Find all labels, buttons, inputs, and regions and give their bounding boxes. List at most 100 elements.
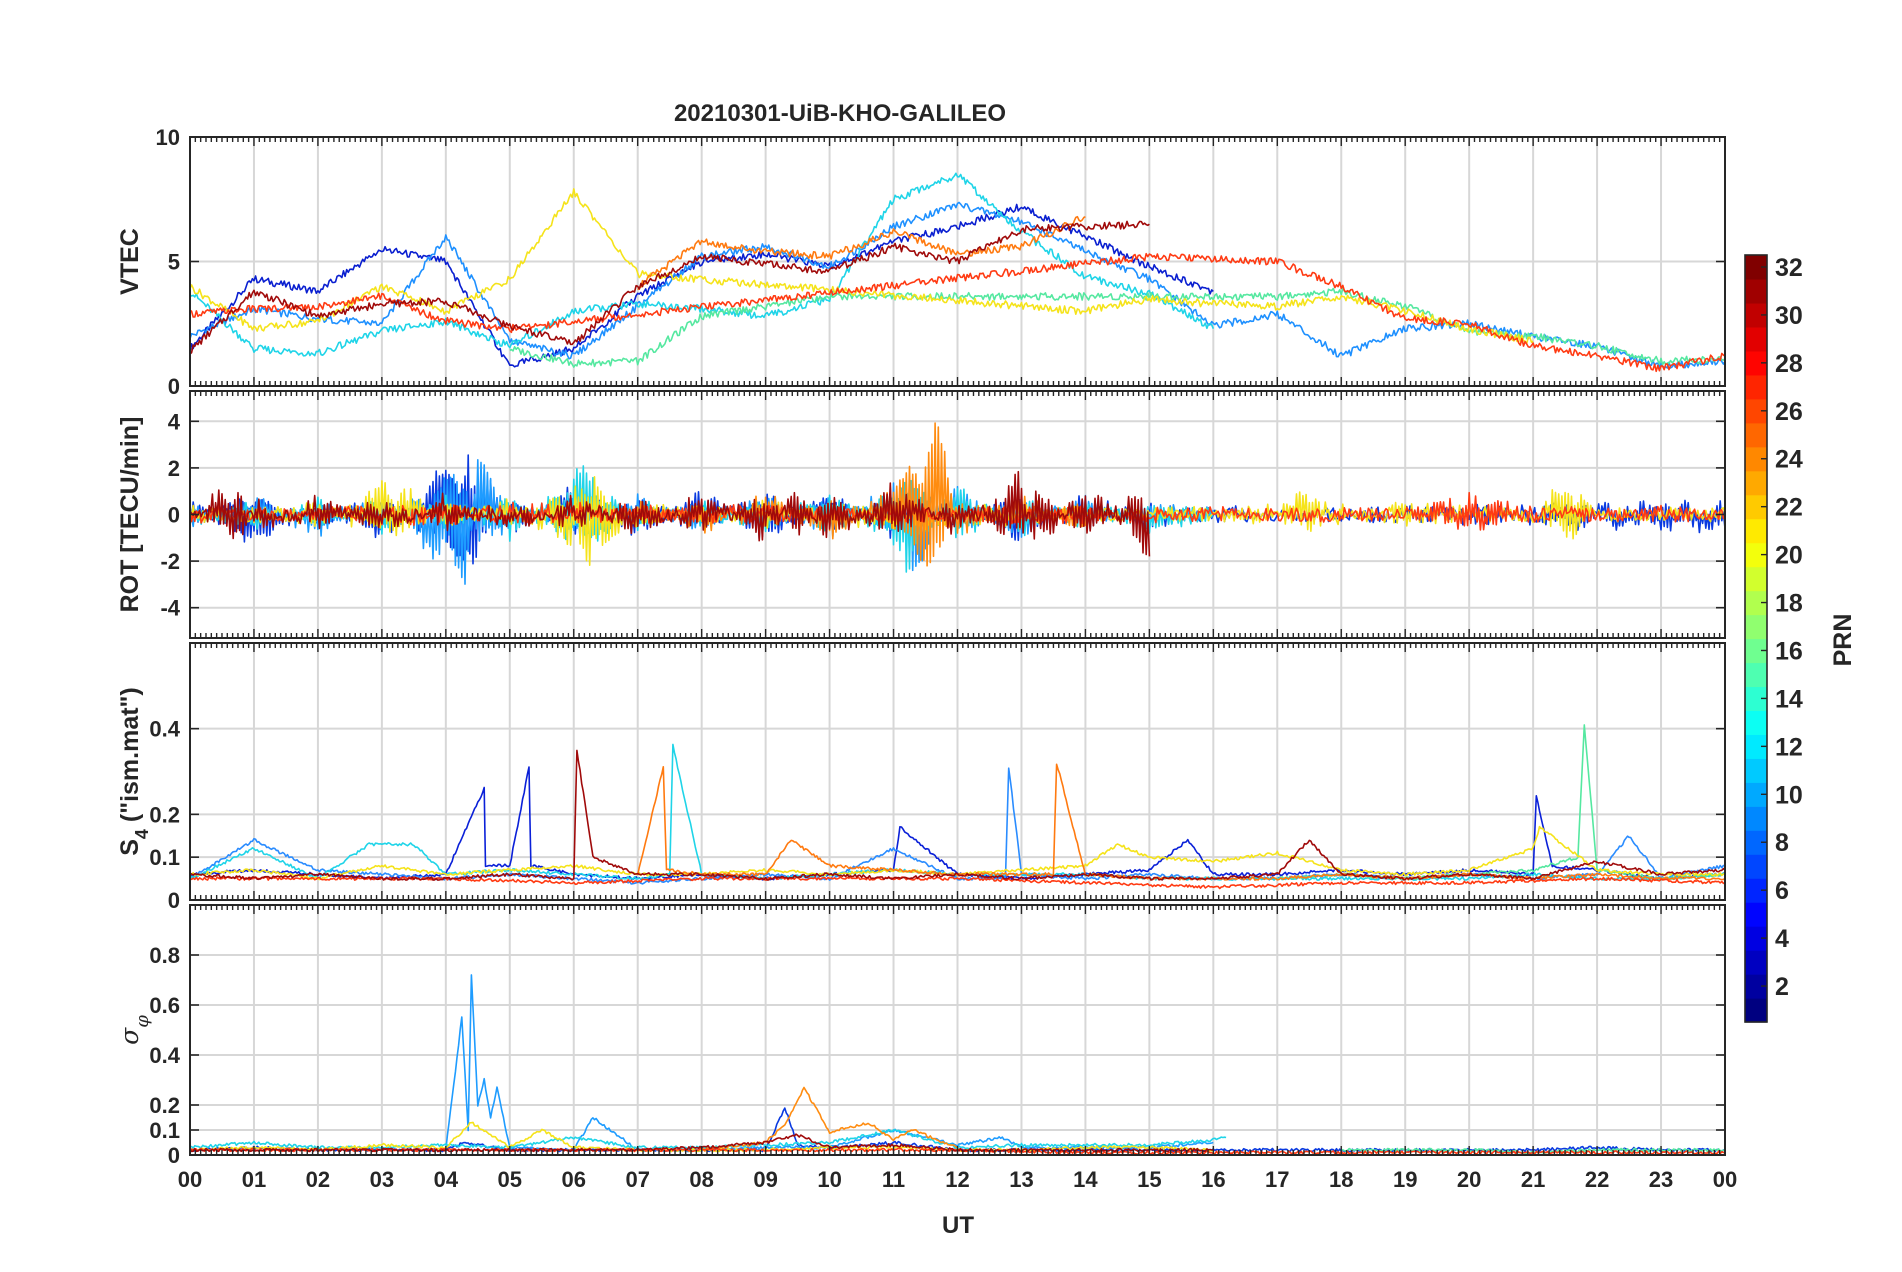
colorbar-segment (1745, 686, 1767, 712)
colorbar-segment (1745, 806, 1767, 831)
colorbar-segment (1745, 494, 1767, 520)
y-tick-label: 4 (168, 409, 181, 434)
x-tick-label: 06 (562, 1167, 586, 1192)
x-tick-label: 02 (306, 1167, 330, 1192)
colorbar-tick-label: 14 (1775, 685, 1803, 713)
series-group (190, 172, 1725, 373)
x-tick-label: 00 (1713, 1167, 1737, 1192)
series-line-prn-16 (509, 287, 1725, 368)
x-tick-label: 04 (434, 1167, 459, 1192)
y-axis-label: VTEC (116, 228, 144, 295)
colorbar-segment (1745, 470, 1767, 496)
series-line-prn-2 (190, 203, 1214, 368)
colorbar-segment (1745, 782, 1767, 807)
y-axis-label: σφ (115, 1015, 153, 1045)
x-tick-label: 13 (1009, 1167, 1033, 1192)
colorbar-tick-label: 8 (1775, 829, 1789, 857)
colorbar-segment (1745, 398, 1767, 424)
x-tick-label: 23 (1649, 1167, 1673, 1192)
y-tick-label: 0 (168, 374, 180, 399)
colorbar-segment (1745, 302, 1767, 328)
colorbar-segment (1745, 758, 1767, 783)
x-tick-label: 00 (178, 1167, 202, 1192)
x-tick-label: 10 (817, 1167, 841, 1192)
x-tick-label: 16 (1201, 1167, 1225, 1192)
colorbar-label: PRN (1829, 614, 1857, 667)
series-line-prn-31 (190, 749, 1725, 881)
colorbar-segment (1745, 998, 1767, 1023)
y-tick-label: 0 (168, 888, 180, 913)
colorbar-segment (1745, 974, 1767, 999)
y-tick-label: 0.4 (149, 717, 180, 742)
x-tick-label: 22 (1585, 1167, 1609, 1192)
colorbar-tick-label: 20 (1775, 542, 1803, 570)
y-tick-label: -4 (160, 596, 180, 621)
colorbar-tick-label: 30 (1775, 302, 1803, 330)
y-tick-label: 2 (168, 456, 180, 481)
colorbar-segment (1745, 446, 1767, 472)
colorbar-segment (1745, 350, 1767, 376)
panel-4: 00.10.2 0.4 0.6 0.8 σφ (115, 904, 1726, 1168)
y-tick-label: 0.6 (149, 993, 180, 1018)
colorbar-segment (1745, 710, 1767, 735)
y-tick-label: 0 (168, 1143, 180, 1168)
y-axis-label: S4 ("ism.mat") (116, 687, 152, 856)
series-line-prn-24 (636, 763, 1725, 881)
colorbar-segment (1745, 590, 1767, 616)
panel-3: 0 0.1 0.2 0.4S4 ("ism.mat") (116, 642, 1726, 913)
y-tick-label: 0.2 (149, 802, 180, 827)
colorbar-tick-label: 4 (1775, 925, 1789, 953)
colorbar-segment (1745, 734, 1767, 759)
colorbar-segment (1745, 422, 1767, 448)
colorbar-tick-label: 26 (1775, 398, 1803, 426)
panel-2: -4 -2 0 2 4 ROT [TECU/min] (116, 390, 1726, 639)
x-tick-label: 21 (1521, 1167, 1545, 1192)
chart-title: 20210301-UiB-KHO-GALILEO (674, 100, 1006, 127)
series-line-prn-23 (701, 1086, 958, 1152)
colorbar-tick-label: 12 (1775, 733, 1803, 761)
x-tick-label: 07 (625, 1167, 649, 1192)
x-tick-label: 12 (945, 1167, 969, 1192)
x-tick-label: 05 (498, 1167, 522, 1192)
series-line-prn-31 (190, 470, 1151, 557)
x-tick-label: 18 (1329, 1167, 1353, 1192)
series-group (190, 422, 1725, 585)
colorbar-segment (1745, 278, 1767, 304)
y-tick-label: 0.1 (149, 845, 180, 870)
colorbar-tick-label: 28 (1775, 350, 1803, 378)
series-line-prn-24 (637, 215, 1086, 291)
colorbar-segment (1745, 518, 1767, 544)
colorbar-segment (1745, 326, 1767, 352)
x-axis: 00 01 02 03 04 05 06 07 08 09 10 11 12 13 14 15 16 17 18 19… (178, 1167, 1737, 1192)
series-line-prn-26 (190, 252, 1725, 373)
colorbar-box (1744, 254, 1768, 1023)
x-tick-label: 01 (242, 1167, 266, 1192)
colorbar-segment (1745, 566, 1767, 592)
colorbar-tick-label: 18 (1775, 590, 1803, 618)
y-tick-label: -2 (160, 549, 180, 574)
x-tick-label: 15 (1137, 1167, 1161, 1192)
x-tick-label: 14 (1073, 1167, 1098, 1192)
y-tick-label: 10 (156, 125, 180, 150)
colorbar-segment (1745, 950, 1767, 975)
x-axis-label: UT (942, 1212, 974, 1239)
y-tick-label: 0.1 (149, 1118, 180, 1143)
x-tick-label: 09 (753, 1167, 777, 1192)
colorbar-tick-label: 32 (1775, 254, 1803, 282)
y-axis-label: ROT [TECU/min] (116, 417, 144, 613)
colorbar-segment (1745, 854, 1767, 879)
series-line-prn-20 (190, 188, 1534, 345)
x-tick-label: 19 (1393, 1167, 1417, 1192)
x-tick-label: 11 (882, 1167, 905, 1192)
colorbar-segment (1745, 374, 1767, 400)
series-group (190, 724, 1725, 890)
colorbar-segment (1745, 830, 1767, 855)
colorbar-segment (1745, 255, 1767, 280)
colorbar-tick-label: 16 (1775, 637, 1803, 665)
y-tick-label: 5 (168, 250, 180, 275)
panel-1: 0 5 10 VTEC (116, 125, 1726, 399)
y-tick-label: 0.2 (149, 1093, 180, 1118)
